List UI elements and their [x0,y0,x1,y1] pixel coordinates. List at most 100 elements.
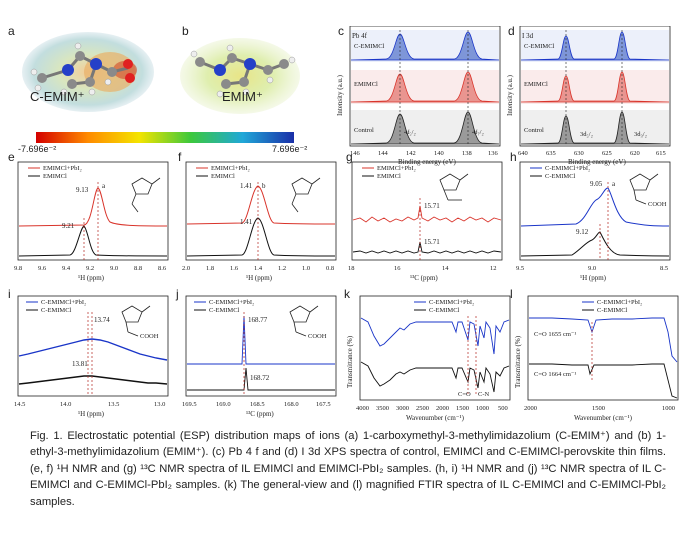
nmr-g-peak-bottom: 15.71 [424,238,440,246]
nmr-i-tick: 14.5 [14,401,25,408]
nmr-h-ticks: 9.5 9.0 8.5 [516,265,668,272]
xps-d-tick: 615 [656,150,666,157]
nmr-f-tick: 2.0 [182,265,190,272]
nmr-g-tick: 18 [348,265,355,272]
ftir-k-band-1: C=O [458,391,471,398]
ftir-k-trace-black [360,361,510,393]
xps-d-trace-c-emimcl [520,31,670,61]
xps-d-tick: 620 [630,150,640,157]
nmr-f-peak-bottom: 1.41 [240,218,253,226]
ftir-k-ticks: 4000 3500 3000 2500 2000 1500 1000 500 [356,405,508,412]
nmr-h-tick: 9.5 [516,265,524,272]
nmr-f-peak-top: 1.41 [240,182,253,190]
colorbar-max: 7.696e⁻² [272,144,308,154]
nmr-g-chart: EMIMCl+PbI₂ EMIMCl 15.71 15.71 18 16 14 … [348,161,503,282]
nmr-e-tick: 9.2 [86,265,94,272]
nmr-j-chart: C-EMIMCl+PbI₂ C-EMIMCl 168.77 168.72 COO… [182,295,337,418]
ftir-l-xlabel: Wavenumber (cm⁻¹) [574,414,633,422]
xps-d-bands [521,30,669,144]
nmr-j-tick: 168.0 [284,401,299,408]
nmr-j-trace-black [187,367,335,391]
nmr-f-trace-red [186,185,336,225]
nmr-f-tick: 1.4 [254,265,263,272]
xps-i3d-chart: I 3d C-EMIMCl EMIMCl Control 3d₅/₂ 3d₃/₂… [506,26,671,166]
ftir-l-tick: 2000 [524,405,537,412]
nmr-h-trace-blue [520,187,670,227]
nmr-e-tick: 9.8 [14,265,22,272]
xps-d-tick: 630 [574,150,584,157]
ftir-k-tick: 3500 [376,405,389,412]
nmr-e-tick: 8.6 [158,265,167,272]
ftir-l-ticks: 2000 1500 1000 [524,405,675,412]
xps-d-trace-label-c-emimcl: C-EMIMCl [524,43,555,50]
nmr-h-tick: 9.0 [588,265,596,272]
xps-d-tick: 640 [518,150,528,157]
ftir-k-xlabel: Wavenumber (cm⁻¹) [406,414,465,422]
xps-c-tick: 142 [406,150,416,157]
nmr-j-tick: 168.5 [250,401,265,408]
ftir-k-tick: 2000 [436,405,449,412]
xps-c-tick: 144 [378,150,389,157]
ftir-l-legend-1: C-EMIMCl+PbI₂ [597,299,642,306]
nmr-i-tick: 14.0 [60,401,71,408]
panel-label-f: f [178,150,182,164]
panel-label-l: l [510,287,513,301]
ftir-k-band-2: C-N [478,391,490,398]
nmr-i-peak-bottom: 13.81 [72,360,88,368]
ftir-l-ylabel: Transmittance (%) [514,335,522,388]
nmr-i-peak-top: 13.74 [94,316,110,324]
structure-icon-c-emim [629,173,659,205]
nmr-f-site: b [262,182,266,190]
panel-label-i: i [8,287,11,301]
ftir-l-chart: C-EMIMCl+PbI₂ C-EMIMCl C=O 1655 cm⁻¹ C=O… [514,295,679,422]
xps-c-ylabel: Intensity (a.u.) [336,74,344,116]
xps-pb4f-chart: Pb 4f C-EMIMCl EMIMCl Control 4f₅/₂ 4f₇/… [336,26,501,166]
ftir-l-trace-blue [529,317,678,363]
xps-c-trace-emimcl [350,71,500,103]
ftir-l-legend-2: C-EMIMCl [597,307,628,314]
panel-label-g: g [346,150,353,164]
xps-c-trace-label-emimcl: EMIMCl [354,81,378,88]
panel-label-a: a [8,24,15,38]
xps-d-tick: 635 [546,150,556,157]
xps-c-title: Pb 4f [352,32,368,40]
nmr-f-ticks: 2.0 1.8 1.6 1.4 1.2 1.0 0.8 [182,265,334,272]
nmr-g-tick: 16 [394,265,401,272]
structure-icon-c-emim [121,305,151,337]
ftir-k-tick: 4000 [356,405,369,412]
nmr-i-ticks: 14.5 14.0 13.5 13.0 [14,401,165,408]
ftir-k-tick: 2500 [416,405,429,412]
xps-c-trace-c-emimcl [350,31,500,61]
xps-c-trace-control [350,111,500,145]
xps-d-peak-label-1: 3d₅/₂ [580,131,593,138]
nmr-j-xlabel: ¹³C (ppm) [246,410,274,418]
nmr-f-xlabel: ¹H (ppm) [246,274,273,282]
nmr-j-peak-top: 168.77 [248,316,268,324]
esp-maps [22,32,300,143]
xps-c-tick: 146 [350,150,361,157]
xps-c-ticks: 146 144 142 140 138 136 [350,150,499,157]
nmr-g-legend-2: EMIMCl [377,173,401,180]
structure-label-cooh: COOH [308,333,327,340]
nmr-i-tick: 13.5 [108,401,119,408]
nmr-j-legend-2: C-EMIMCl [209,307,240,314]
nmr-e-peak-bottom: 9.21 [62,222,75,230]
ftir-l-tick: 1000 [662,405,675,412]
nmr-e-tick: 9.6 [38,265,47,272]
nmr-e-site: a [102,182,106,190]
nmr-e-trace-black [18,225,168,257]
xps-d-trace-label-control: Control [524,127,544,134]
nmr-e-peak-top: 9.13 [76,186,89,194]
nmr-f-tick: 1.2 [278,265,286,272]
nmr-f-tick: 1.8 [206,265,214,272]
xps-d-trace-control [520,111,670,145]
nmr-j-tick: 169.5 [182,401,197,408]
nmr-h-peak-top: 9.05 [590,180,603,188]
nmr-i-legend-2: C-EMIMCl [41,307,72,314]
nmr-e-xlabel: ¹H (ppm) [78,274,105,282]
ftir-l-trace-black [529,363,678,399]
nmr-g-trace-black [352,241,502,254]
structure-icon-emim [439,173,469,201]
structure-icon-emim [291,177,321,213]
nmr-g-ticks: 18 16 14 12 [348,265,497,272]
